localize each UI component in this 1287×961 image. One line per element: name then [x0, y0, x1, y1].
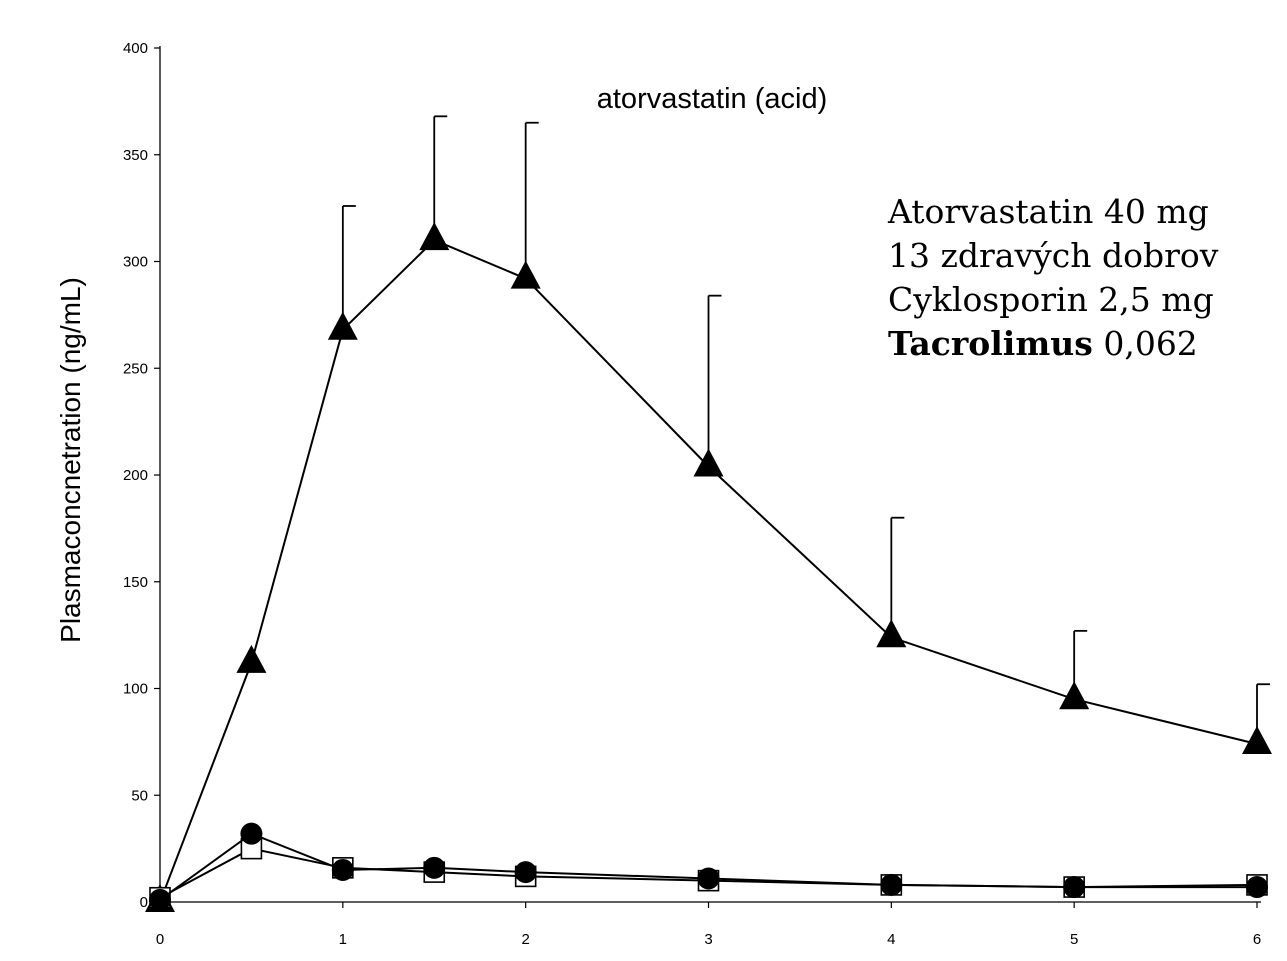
circle-point — [240, 822, 263, 845]
triangle-point — [693, 448, 724, 477]
triangle-point — [1242, 726, 1272, 754]
x-tick-label: 6 — [1253, 931, 1261, 948]
triangle-point — [1059, 681, 1090, 710]
annotation-drug-name: Tacrolimus — [888, 324, 1093, 363]
annotation-dose: 0,062 — [1092, 324, 1198, 363]
x-tick-label: 0 — [156, 931, 164, 948]
circle-point — [423, 856, 446, 879]
y-tick-label: 250 — [123, 360, 148, 377]
x-tick-label: 3 — [704, 931, 712, 948]
circle-point — [880, 873, 903, 896]
triangle-point — [327, 311, 358, 340]
x-tick-label: 1 — [339, 931, 347, 948]
x-tick-label: 2 — [521, 931, 529, 948]
circle-point — [1063, 876, 1086, 899]
y-tick-label: 150 — [123, 574, 148, 591]
x-tick-label: 4 — [887, 931, 895, 948]
annotation-line-2: 13 zdravých dobrov — [888, 236, 1219, 275]
circle-point — [697, 867, 720, 890]
y-tick-label: 350 — [123, 147, 148, 164]
chart-series-layer — [145, 115, 1272, 912]
triangle-point — [510, 260, 541, 289]
chart-title: atorvastatin (acid) — [597, 83, 828, 115]
y-tick-label: 400 — [123, 40, 148, 57]
y-axis-label: Plasmaconcnetration (ng/mL) — [55, 277, 86, 643]
circle-point — [1246, 876, 1268, 899]
chart-ticks: 0 1 2 3 4 5 6 0 50 100 150 200 250 300 350 400 — [123, 40, 1261, 948]
triangle-point — [419, 222, 450, 251]
annotation-line-3: Cyklosporin 2,5 mg — [888, 280, 1214, 319]
y-tick-label: 50 — [131, 787, 148, 804]
circle-point — [514, 861, 537, 884]
y-tick-label: 300 — [123, 254, 148, 271]
triangle-point — [876, 619, 907, 648]
y-tick-label: 0 — [140, 894, 148, 911]
y-tick-label: 200 — [123, 467, 148, 484]
circle-point — [331, 858, 354, 881]
study-annotation: Atorvastatin 40 mg 13 zdravých dobrov Cy… — [888, 190, 1218, 366]
annotation-line-4: Tacrolimus 0,062 — [888, 322, 1218, 366]
chart-axes — [159, 46, 1261, 903]
annotation-line-1: Atorvastatin 40 mg — [888, 192, 1209, 231]
circle-point — [149, 888, 171, 911]
y-tick-label: 100 — [123, 681, 148, 698]
x-tick-label: 5 — [1070, 931, 1078, 948]
triangle-point — [236, 644, 267, 673]
